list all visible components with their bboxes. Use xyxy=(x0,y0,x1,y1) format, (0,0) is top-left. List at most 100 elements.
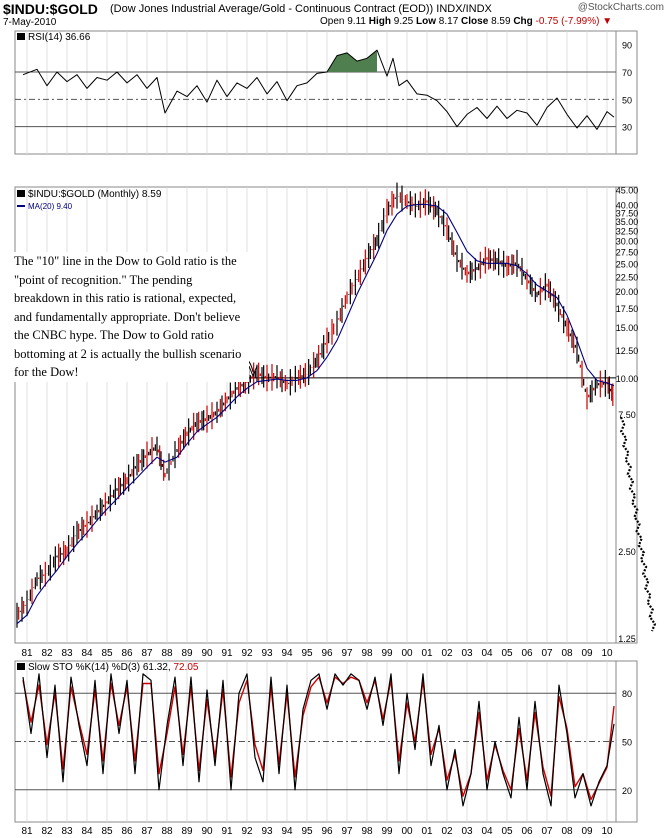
chg-label: Chg xyxy=(513,16,533,27)
price-tick-27.5: 27.50 xyxy=(616,247,639,257)
price-tick-10: 10.00 xyxy=(616,374,639,384)
price-tick-32.5: 32.50 xyxy=(616,226,639,236)
open-value: 9.11 xyxy=(347,16,366,27)
x-tick-03: 03 xyxy=(461,648,473,659)
price-tick-12.5: 12.50 xyxy=(616,346,639,356)
price-tick-15: 15.00 xyxy=(616,323,639,333)
x-tick-93: 93 xyxy=(261,648,273,659)
x-tick-90: 90 xyxy=(201,648,213,659)
x-tick-bottom-01: 01 xyxy=(421,826,433,837)
x-tick-06: 06 xyxy=(521,648,533,659)
ohlc-summary: Open 9.11 High 9.25 Low 8.17 Close 8.59 … xyxy=(320,16,612,27)
x-tick-96: 96 xyxy=(321,648,333,659)
x-tick-bottom-86: 86 xyxy=(121,826,133,837)
rsi-tick-70: 70 xyxy=(622,68,632,78)
price-tick-2.5: 2.50 xyxy=(618,547,636,557)
down-arrow-icon: ▼ xyxy=(602,16,613,27)
rsi-tick-90: 90 xyxy=(622,41,632,51)
price-tick-30: 30.00 xyxy=(616,236,639,246)
x-tick-91: 91 xyxy=(221,648,233,659)
x-tick-97: 97 xyxy=(341,648,353,659)
x-tick-bottom-81: 81 xyxy=(21,826,33,837)
price-tick-20: 20.00 xyxy=(616,287,639,297)
rsi-panel: 30 50 70 90 RSI(14) 36.66 xyxy=(14,30,638,155)
brand-logo: @StockCharts.com xyxy=(577,2,664,13)
x-tick-95: 95 xyxy=(301,648,313,659)
price-tick-35: 35.00 xyxy=(616,217,639,227)
x-tick-87: 87 xyxy=(141,648,153,659)
arrowhead-icon xyxy=(248,365,258,378)
x-tick-92: 92 xyxy=(241,648,253,659)
x-tick-bottom-05: 05 xyxy=(501,826,513,837)
change-value: -0.75 (-7.99%) xyxy=(535,16,600,27)
x-tick-01: 01 xyxy=(421,648,433,659)
x-tick-bottom-99: 99 xyxy=(381,826,393,837)
x-tick-bottom-00: 00 xyxy=(401,826,413,837)
x-tick-bottom-10: 10 xyxy=(601,826,613,837)
rsi-overbought-fill xyxy=(327,50,377,72)
price-tick-45: 45.00 xyxy=(616,186,639,196)
sto-tick-50: 50 xyxy=(622,738,632,748)
x-tick-bottom-82: 82 xyxy=(41,826,53,837)
price-tick-25: 25.00 xyxy=(616,259,639,269)
x-tick-82: 82 xyxy=(41,648,53,659)
open-label: Open xyxy=(320,16,345,27)
high-value: 9.25 xyxy=(393,16,414,27)
x-tick-99: 99 xyxy=(381,648,393,659)
price-tick-22.5: 22.50 xyxy=(616,272,639,282)
rsi-label: RSI(14) 36.66 xyxy=(28,32,91,43)
x-tick-bottom-09: 09 xyxy=(581,826,593,837)
sto-k-line xyxy=(22,673,615,807)
x-tick-94: 94 xyxy=(281,648,293,659)
x-tick-09: 09 xyxy=(581,648,593,659)
high-label: High xyxy=(368,16,391,27)
annotation-text: The "10" line in the Dow to Gold ratio i… xyxy=(14,252,249,382)
x-tick-bottom-07: 07 xyxy=(541,826,553,837)
x-tick-bottom-95: 95 xyxy=(301,826,313,837)
sto-label: Slow STO %K(14) %D(3) 61.32, 72.05 xyxy=(28,662,199,673)
sto-d-value: 72.05 xyxy=(173,662,198,673)
price-tick-1.25: 1.25 xyxy=(618,634,636,644)
x-tick-84: 84 xyxy=(81,648,93,659)
x-tick-bottom-83: 83 xyxy=(61,826,73,837)
sto-tick-20: 20 xyxy=(622,786,632,796)
price-tick-7.5: 7.50 xyxy=(618,410,636,420)
x-tick-bottom-03: 03 xyxy=(461,826,473,837)
x-tick-bottom-04: 04 xyxy=(481,826,493,837)
x-tick-bottom-96: 96 xyxy=(321,826,333,837)
ma-line xyxy=(16,203,615,625)
x-tick-bottom-94: 94 xyxy=(281,826,293,837)
rsi-axis-box xyxy=(615,30,638,155)
price-axis-box xyxy=(615,186,638,644)
x-tick-bottom-85: 85 xyxy=(101,826,113,837)
x-tick-81: 81 xyxy=(21,648,33,659)
price-tick-17.5: 17.50 xyxy=(616,304,639,314)
x-tick-bottom-93: 93 xyxy=(261,826,273,837)
x-tick-98: 98 xyxy=(361,648,373,659)
x-tick-02: 02 xyxy=(441,648,453,659)
x-tick-bottom-02: 02 xyxy=(441,826,453,837)
x-tick-07: 07 xyxy=(541,648,553,659)
x-tick-bottom-87: 87 xyxy=(141,826,153,837)
x-tick-bottom-84: 84 xyxy=(81,826,93,837)
x-tick-83: 83 xyxy=(61,648,73,659)
sto-legend-swatch xyxy=(17,663,25,670)
ticker-title: $INDU:$GOLD xyxy=(3,1,98,17)
ma-label: MA(20) 9.40 xyxy=(28,202,73,211)
price-legend-swatch xyxy=(17,190,25,197)
x-tick-86: 86 xyxy=(121,648,133,659)
x-tick-bottom-97: 97 xyxy=(341,826,353,837)
x-tick-89: 89 xyxy=(181,648,193,659)
close-value: 8.59 xyxy=(491,16,511,27)
rsi-frame xyxy=(14,30,617,155)
low-label: Low xyxy=(416,16,437,27)
x-tick-85: 85 xyxy=(101,648,113,659)
sto-axis-box xyxy=(615,660,638,823)
rsi-tick-30: 30 xyxy=(622,123,632,133)
rsi-legend-swatch xyxy=(17,33,25,40)
price-tick-37.5: 37.50 xyxy=(616,209,639,219)
sto-tick-80: 80 xyxy=(622,689,632,699)
x-tick-00: 00 xyxy=(401,648,413,659)
x-tick-bottom-98: 98 xyxy=(361,826,373,837)
